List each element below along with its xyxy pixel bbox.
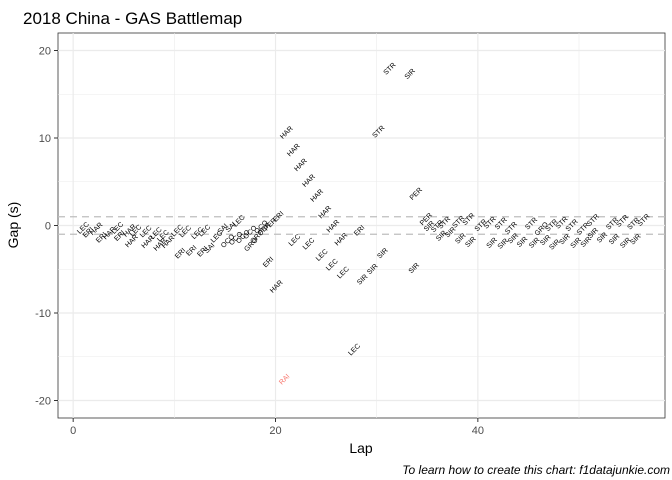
x-tick-label: 0	[70, 425, 76, 437]
y-tick-label: -20	[35, 396, 51, 408]
major-gridlines	[58, 33, 665, 418]
x-tick-label: 40	[472, 425, 484, 437]
y-tick-label: 20	[39, 46, 51, 58]
minor-gridlines	[58, 33, 665, 418]
chart-title: 2018 China - GAS Battlemap	[23, 9, 242, 28]
y-axis: 20 10 0 -10 -20	[35, 46, 58, 408]
x-axis-title: Lap	[349, 440, 373, 456]
y-tick-label: 10	[39, 133, 51, 145]
x-axis: 0 20 40	[70, 418, 484, 437]
x-tick-label: 20	[269, 425, 281, 437]
y-tick-label: 0	[45, 221, 51, 233]
reference-lines	[58, 216, 665, 235]
chart-caption: To learn how to create this chart: f1dat…	[402, 463, 670, 477]
y-tick-label: -10	[35, 308, 51, 320]
y-axis-title: Gap (s)	[5, 202, 21, 249]
